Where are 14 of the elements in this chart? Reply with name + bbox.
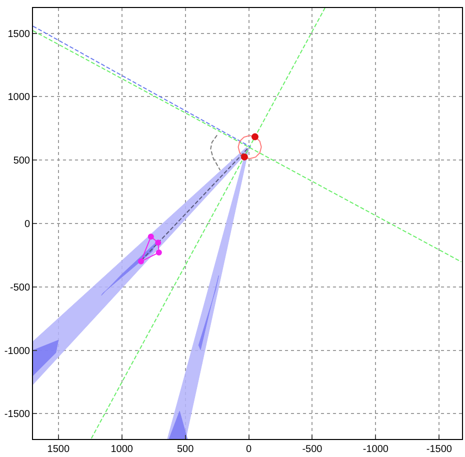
y-tick-label: -1000 xyxy=(4,346,30,357)
y-tick-label: 1500 xyxy=(8,28,30,40)
x-tick-label: 1500 xyxy=(47,444,70,455)
x-tick-label: -500 xyxy=(302,444,323,455)
x-tick-label: 500 xyxy=(176,444,194,455)
x-tick-label: 1000 xyxy=(110,444,134,455)
x-tick-label: -1500 xyxy=(426,444,452,455)
y-tick-label: -1500 xyxy=(4,409,30,420)
y-tick-label: -500 xyxy=(10,282,30,294)
x-tick-label: 0 xyxy=(246,444,252,455)
y-tick-label: 1000 xyxy=(8,92,30,104)
x-tick-label: -1000 xyxy=(362,444,389,455)
y-tick-label: 0 xyxy=(24,219,30,230)
y-tick-label: 500 xyxy=(13,156,30,167)
